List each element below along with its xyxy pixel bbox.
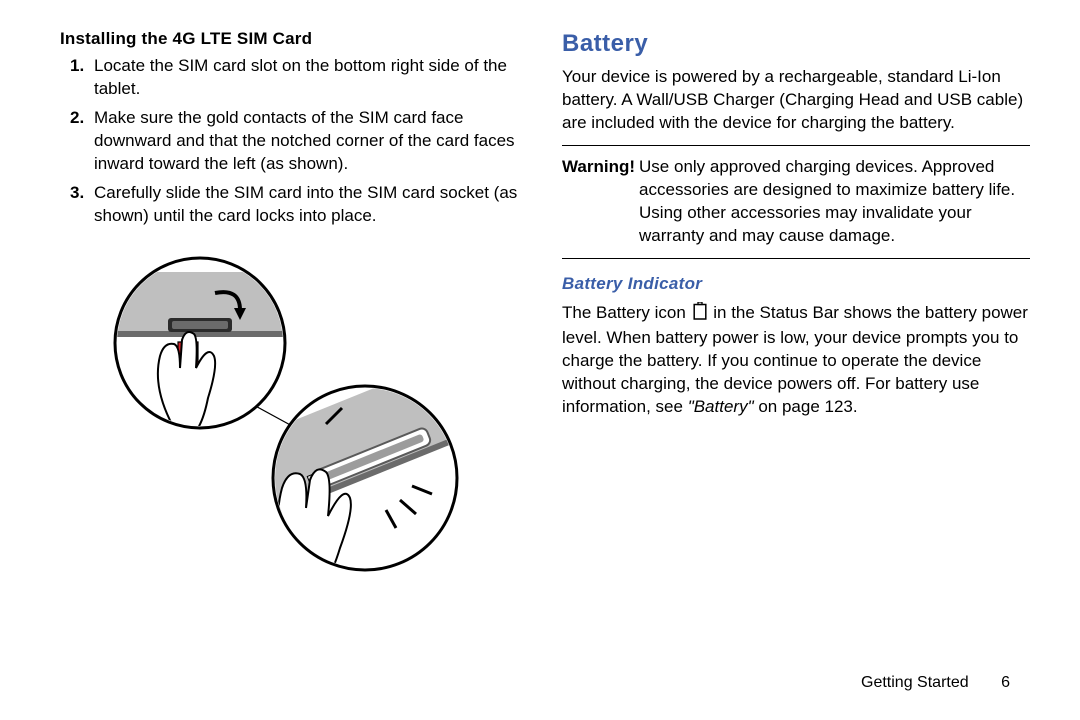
warning-block: Warning! Use only approved charging devi…	[562, 156, 1030, 248]
footer-page-number: 6	[1001, 674, 1010, 691]
warning-body: Use only approved charging devices. Appr…	[639, 156, 1030, 248]
battery-indicator-para: The Battery icon in the Status Bar shows…	[562, 302, 1030, 419]
step-2: Make sure the gold contacts of the SIM c…	[94, 107, 528, 176]
indicator-pre: The Battery icon	[562, 303, 691, 322]
battery-icon	[693, 302, 707, 327]
rule-top	[562, 145, 1030, 146]
step-3: Carefully slide the SIM card into the SI…	[94, 182, 528, 228]
sim-illustration-svg	[90, 248, 510, 588]
battery-heading: Battery	[562, 28, 1030, 60]
right-column: Battery Your device is powered by a rech…	[562, 28, 1030, 588]
warning-label: Warning!	[562, 156, 635, 248]
step-3-text: Carefully slide the SIM card into the SI…	[94, 183, 517, 225]
battery-indicator-heading: Battery Indicator	[562, 273, 1030, 296]
battery-intro: Your device is powered by a rechargeable…	[562, 66, 1030, 135]
left-heading: Installing the 4G LTE SIM Card	[60, 28, 528, 51]
sim-install-illustration	[90, 248, 510, 588]
rule-bottom	[562, 258, 1030, 259]
page-footer: Getting Started 6	[861, 672, 1010, 694]
step-1: Locate the SIM card slot on the bottom r…	[94, 55, 528, 101]
left-column: Installing the 4G LTE SIM Card Locate th…	[60, 28, 528, 588]
step-1-text: Locate the SIM card slot on the bottom r…	[94, 56, 507, 98]
install-steps-list: Locate the SIM card slot on the bottom r…	[60, 55, 528, 228]
reference-link: "Battery"	[688, 397, 754, 416]
indicator-tail: on page 123.	[754, 397, 858, 416]
step-2-text: Make sure the gold contacts of the SIM c…	[94, 108, 515, 173]
footer-section: Getting Started	[861, 674, 969, 691]
